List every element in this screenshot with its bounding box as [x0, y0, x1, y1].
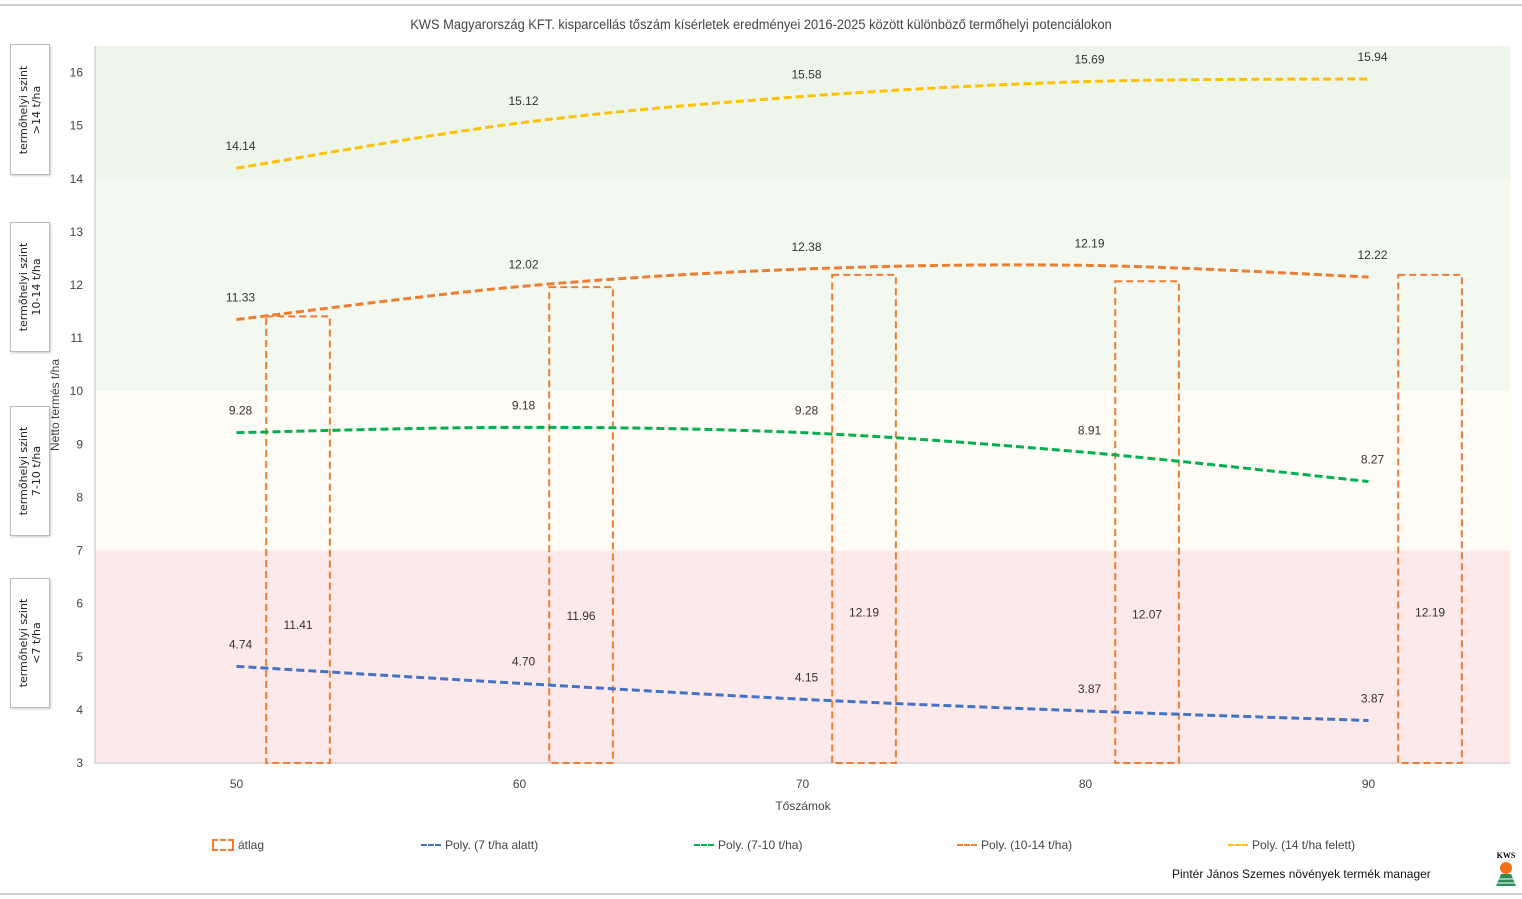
y-tick-label: 9	[76, 437, 83, 451]
legend-item-poly-7-10: Poly. (7-10 t/ha)	[694, 838, 802, 852]
x-tick-label: 90	[1362, 777, 1376, 791]
trendline-poly-10-14-t-ha-	[236, 263, 1369, 322]
band-label-text: termőhelyi szint <7 t/ha	[17, 598, 43, 688]
data-label: 14.14	[225, 139, 255, 153]
legend-label: átlag	[238, 838, 265, 852]
y-tick-label: 14	[70, 172, 84, 186]
data-label: 11.33	[226, 291, 255, 305]
bar-atlag	[831, 273, 897, 764]
y-tick-label: 4	[76, 703, 83, 717]
data-label: 3.87	[1078, 682, 1102, 696]
bar-data-label: 11.96	[566, 609, 595, 623]
x-tick-label: 60	[513, 777, 527, 791]
data-label: 8.91	[1078, 423, 1102, 437]
y-tick-label: 11	[71, 331, 84, 345]
y-axis-title: Netto termés t/ha	[48, 358, 62, 452]
y-tick-label: 13	[70, 225, 84, 239]
legend-swatch-line	[421, 844, 441, 846]
legend-swatch-bar	[212, 839, 234, 851]
band-label-7-10: termőhelyi szint 7-10 t/ha	[10, 406, 50, 536]
band-label-text: termőhelyi szint 10-14 t/ha	[17, 242, 43, 332]
legend-item-poly-14: Poly. (14 t/ha felett)	[1228, 838, 1355, 852]
legend-item-poly-7: Poly. (7 t/ha alatt)	[421, 838, 538, 852]
data-label: 4.74	[229, 637, 253, 651]
data-label: 4.15	[795, 670, 819, 684]
bar-atlag	[1114, 280, 1180, 764]
y-tick-label: 7	[76, 544, 83, 558]
data-label: 3.87	[1361, 692, 1385, 706]
x-tick-label: 50	[230, 777, 244, 791]
legend-swatch-line	[694, 844, 714, 846]
data-label: 15.94	[1357, 50, 1387, 64]
trendline-poly-7-10-t-ha-	[236, 425, 1369, 484]
trendline-poly-14-t-ha-felett-	[236, 77, 1369, 170]
data-label: 12.38	[791, 240, 821, 254]
legend-item-atlag: átlag	[212, 838, 264, 852]
data-label: 15.58	[791, 67, 821, 81]
y-tick-label: 12	[70, 278, 84, 292]
data-label: 8.27	[1361, 453, 1385, 467]
bar-data-label: 12.19	[1415, 606, 1445, 620]
band-label-10-14: termőhelyi szint 10-14 t/ha	[10, 222, 50, 352]
data-label: 12.19	[1074, 236, 1104, 250]
band	[95, 46, 1510, 179]
spreadsheet-grid-top	[0, 0, 1522, 6]
band-label-over-14: termőhelyi szint >14 t/ha	[10, 44, 50, 175]
spreadsheet-grid-bottom	[0, 893, 1522, 899]
trendline-poly-7-t-ha-alatt-	[236, 664, 1369, 723]
data-label: 9.28	[795, 404, 819, 418]
data-label: 15.69	[1074, 53, 1104, 67]
legend-swatch-line	[957, 844, 977, 846]
band	[95, 178, 1510, 392]
y-tick-label: 5	[76, 650, 83, 664]
bar-data-label: 12.19	[849, 606, 879, 620]
x-tick-label: 80	[1079, 777, 1093, 791]
band-label-under-7: termőhelyi szint <7 t/ha	[10, 578, 50, 708]
y-tick-label: 15	[70, 119, 84, 133]
y-tick-label: 16	[70, 66, 84, 80]
band-label-text: termőhelyi szint >14 t/ha	[17, 65, 43, 154]
legend-label: Poly. (7-10 t/ha)	[718, 838, 803, 852]
data-label: 12.02	[508, 258, 538, 272]
data-label: 9.18	[512, 398, 536, 412]
data-label: 9.28	[229, 404, 253, 418]
data-label: 15.12	[508, 94, 538, 108]
legend-label: Poly. (10-14 t/ha)	[981, 838, 1073, 852]
band	[95, 550, 1510, 763]
bar-atlag	[1397, 273, 1463, 764]
band-label-text: termőhelyi szint 7-10 t/ha	[17, 426, 43, 516]
x-axis-title: Tőszámok	[775, 799, 831, 813]
legend-item-poly-10-14: Poly. (10-14 t/ha)	[957, 838, 1072, 852]
data-label: 12.22	[1357, 248, 1387, 262]
y-tick-label: 10	[70, 384, 84, 398]
bar-data-label: 11.41	[283, 618, 312, 632]
author-credit: Pintér János Szemes növények termék mana…	[1172, 867, 1431, 881]
y-tick-label: 6	[76, 597, 83, 611]
x-tick-label: 70	[796, 777, 810, 791]
data-label: 4.70	[512, 654, 536, 668]
bar-atlag	[548, 286, 614, 764]
chart-title: KWS Magyarország KFT. kisparcellás tőszá…	[410, 16, 1112, 32]
legend-label: Poly. (7 t/ha alatt)	[445, 838, 539, 852]
y-tick-label: 3	[76, 756, 83, 770]
legend-swatch-line	[1228, 844, 1248, 846]
bar-atlag	[265, 315, 331, 764]
bar-data-label: 12.07	[1132, 607, 1162, 621]
legend-label: Poly. (14 t/ha felett)	[1252, 838, 1356, 852]
y-tick-label: 8	[76, 490, 83, 504]
